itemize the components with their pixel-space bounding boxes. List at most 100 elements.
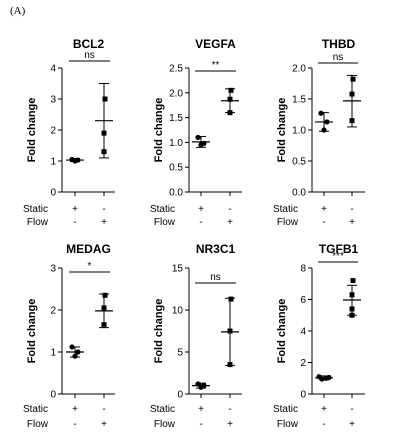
data-point xyxy=(349,91,355,97)
data-point xyxy=(102,96,108,102)
data-point xyxy=(195,381,201,387)
condition-label: Static xyxy=(23,404,48,415)
y-tick-label: 15 xyxy=(172,264,184,275)
y-tick-label: 0.5 xyxy=(169,163,183,174)
data-point xyxy=(227,362,233,368)
y-tick-label: 0.5 xyxy=(292,157,306,168)
data-point xyxy=(101,305,107,311)
data-point xyxy=(228,296,234,302)
data-point xyxy=(228,87,234,93)
condition-value: - xyxy=(73,217,76,228)
y-tick-label: 5 xyxy=(177,348,183,359)
data-point xyxy=(321,127,327,133)
y-axis-label: Fold change xyxy=(153,98,165,163)
condition-label: Flow xyxy=(154,419,176,430)
condition-value: + xyxy=(101,217,107,228)
data-point xyxy=(75,157,81,163)
y-tick-label: 2 xyxy=(300,358,306,369)
chart-panel-bcl2: BCL2 Fold change 0 1 2 3 4 ns Static + - Flow - + xyxy=(23,37,115,228)
condition-label: Flow xyxy=(27,217,49,228)
condition-label: Static xyxy=(273,204,298,215)
y-tick-label: 1.0 xyxy=(292,126,306,137)
data-point xyxy=(72,353,78,359)
condition-value: - xyxy=(199,217,202,228)
condition-value: + xyxy=(321,204,327,215)
y-tick-label: 10 xyxy=(172,306,184,317)
condition-label: Flow xyxy=(277,217,299,228)
condition-value: + xyxy=(72,404,78,415)
data-point xyxy=(227,110,233,116)
y-tick-label: 1 xyxy=(50,348,56,359)
condition-value: + xyxy=(198,204,204,215)
condition-value: + xyxy=(321,404,327,415)
data-point xyxy=(102,292,108,298)
chart-title: THBD xyxy=(322,37,356,51)
condition-value: - xyxy=(73,419,76,430)
data-point xyxy=(349,306,355,312)
condition-label: Static xyxy=(273,404,298,415)
condition-value: - xyxy=(350,204,353,215)
significance-label: ns xyxy=(210,272,221,283)
y-tick-label: 0 xyxy=(177,390,183,401)
y-tick-label: 3 xyxy=(50,264,56,275)
condition-label: Static xyxy=(150,404,175,415)
data-point xyxy=(324,119,330,125)
y-tick-label: 2.0 xyxy=(169,88,183,99)
condition-label: Flow xyxy=(27,419,49,430)
y-tick-label: 4 xyxy=(50,64,56,75)
data-point xyxy=(227,328,233,334)
figure-panel-label: (A) xyxy=(10,5,26,17)
y-tick-label: 0.0 xyxy=(292,188,306,199)
condition-value: + xyxy=(198,404,204,415)
condition-value: + xyxy=(349,217,355,228)
y-axis-label: Fold change xyxy=(26,299,38,364)
condition-value: + xyxy=(72,204,78,215)
chart-panel-medag: MEDAG Fold change 0 1 2 3 * Static + - Flow - + xyxy=(23,242,115,430)
y-tick-label: 1 xyxy=(50,157,56,168)
condition-value: - xyxy=(199,419,202,430)
data-point xyxy=(349,292,355,298)
data-point xyxy=(350,278,356,284)
y-axis-label: Fold change xyxy=(276,299,288,364)
data-point xyxy=(69,344,75,350)
y-tick-label: 3 xyxy=(50,95,56,106)
data-point xyxy=(75,349,81,355)
y-tick-label: 1.5 xyxy=(169,113,183,124)
data-point xyxy=(101,130,107,136)
condition-label: Static xyxy=(150,204,175,215)
y-tick-label: 2.0 xyxy=(292,64,306,75)
chart-title: BCL2 xyxy=(73,37,105,51)
significance-label: *** xyxy=(332,251,344,262)
data-point xyxy=(319,376,325,382)
chart-title: VEGFA xyxy=(195,37,236,51)
condition-label: Flow xyxy=(154,217,176,228)
chart-title: NR3C1 xyxy=(196,242,236,256)
chart-panel-thbd: THBD Fold change 0.0 0.5 1.0 1.5 2.0 ns Static + -… xyxy=(273,37,365,228)
y-tick-label: 2 xyxy=(50,306,56,317)
data-point xyxy=(101,149,107,155)
data-point xyxy=(195,134,201,141)
data-point xyxy=(349,312,355,318)
condition-value: - xyxy=(228,204,231,215)
condition-value: - xyxy=(102,404,105,415)
y-tick-label: 8 xyxy=(300,264,306,275)
condition-value: - xyxy=(322,419,325,430)
y-tick-label: 2.5 xyxy=(169,64,183,75)
significance-label: ** xyxy=(212,60,220,71)
data-point xyxy=(227,96,233,102)
chart-panel-nr3c1: NR3C1 Fold change 0 5 10 15 ns Static + - Flow - + xyxy=(150,242,242,430)
condition-value: - xyxy=(102,204,105,215)
chart-title: TGFB1 xyxy=(319,242,359,256)
y-tick-label: 1.0 xyxy=(169,138,183,149)
data-point xyxy=(318,110,324,116)
condition-value: + xyxy=(101,419,107,430)
significance-label: ns xyxy=(333,52,344,63)
y-axis-label: Fold change xyxy=(153,299,165,364)
chart-panel-tgfb1: TGFB1 Fold change 0 2 4 6 8 *** Static + - Flow - + xyxy=(273,242,365,430)
y-tick-label: 1.5 xyxy=(292,95,306,106)
y-tick-label: 0.0 xyxy=(169,188,183,199)
condition-value: - xyxy=(322,217,325,228)
y-tick-label: 4 xyxy=(300,327,306,338)
y-tick-label: 6 xyxy=(300,295,306,306)
chart-title: MEDAG xyxy=(66,242,111,256)
